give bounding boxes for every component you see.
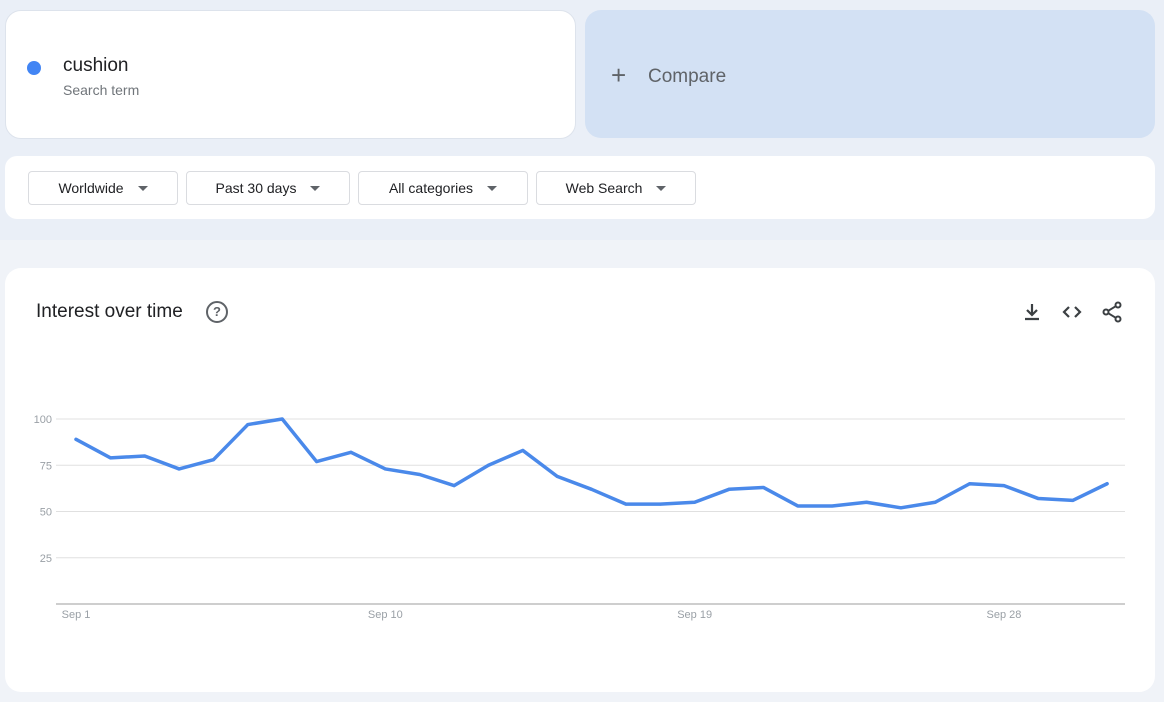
filter-bar: Worldwide Past 30 days All categories We… [5,156,1155,219]
dropdown-arrow-icon [487,185,498,191]
y-tick-label: 50 [40,507,52,519]
location-filter[interactable]: Worldwide [28,171,178,205]
dropdown-arrow-icon [137,185,148,191]
search-term-card[interactable]: cushion Search term [5,10,576,139]
category-filter[interactable]: All categories [358,171,528,205]
search-term-subtitle: Search term [63,82,140,98]
data-point [761,485,765,489]
help-icon[interactable]: ? [206,301,228,323]
dropdown-arrow-icon [310,185,321,191]
compare-label: Compare [648,66,727,87]
x-tick-label: Sep 1 [62,609,91,621]
data-point [143,454,147,458]
y-tick-label: 100 [34,414,52,426]
search-term-name[interactable]: cushion [63,55,129,76]
chart-title: Interest over time [36,301,183,322]
plus-icon: + [611,60,627,90]
data-point [1105,482,1109,486]
data-point [830,504,834,508]
data-point [1002,484,1006,488]
data-point [452,484,456,488]
time-range-filter[interactable]: Past 30 days [186,171,350,205]
data-point [624,502,628,506]
download-icon[interactable] [1020,300,1044,324]
x-tick-label: Sep 19 [677,609,712,621]
data-point [177,467,181,471]
filter-label: Past 30 days [215,180,297,196]
data-point [555,474,559,478]
series-color-dot [27,61,41,75]
data-point [727,487,731,491]
data-point [693,500,697,504]
interest-over-time-card: Interest over time ? 25 50 75 100 Sep 1 Sep 1… [5,268,1155,692]
x-tick-label: Sep 28 [987,609,1022,621]
compare-button[interactable]: + Compare [585,10,1155,138]
data-point [933,500,937,504]
data-point [1071,498,1075,502]
data-point [796,504,800,508]
data-point [74,437,78,441]
line-chart: 25 50 75 100 Sep 1 Sep 10 Sep 19 Sep 28 [34,414,1125,621]
filter-label: Web Search [565,180,643,196]
data-point [315,460,319,464]
series-line [74,417,1109,510]
search-type-filter[interactable]: Web Search [536,171,696,205]
data-point [280,417,284,421]
share-icon[interactable] [1100,300,1124,324]
data-point [658,502,662,506]
data-point [865,500,869,504]
data-point [968,482,972,486]
data-point [521,448,525,452]
y-tick-label: 25 [40,553,52,565]
data-point [899,506,903,510]
data-point [590,487,594,491]
x-tick-label: Sep 10 [368,609,403,621]
data-point [349,450,353,454]
embed-code-icon[interactable] [1060,300,1084,324]
data-point [1036,497,1040,501]
dropdown-arrow-icon [656,185,667,191]
data-point [108,456,112,460]
filter-label: Worldwide [58,180,124,196]
y-tick-label: 75 [40,460,52,472]
data-point [246,423,250,427]
data-point [486,463,490,467]
data-point [211,458,215,462]
filter-label: All categories [388,180,474,196]
data-point [383,467,387,471]
data-point [418,473,422,476]
